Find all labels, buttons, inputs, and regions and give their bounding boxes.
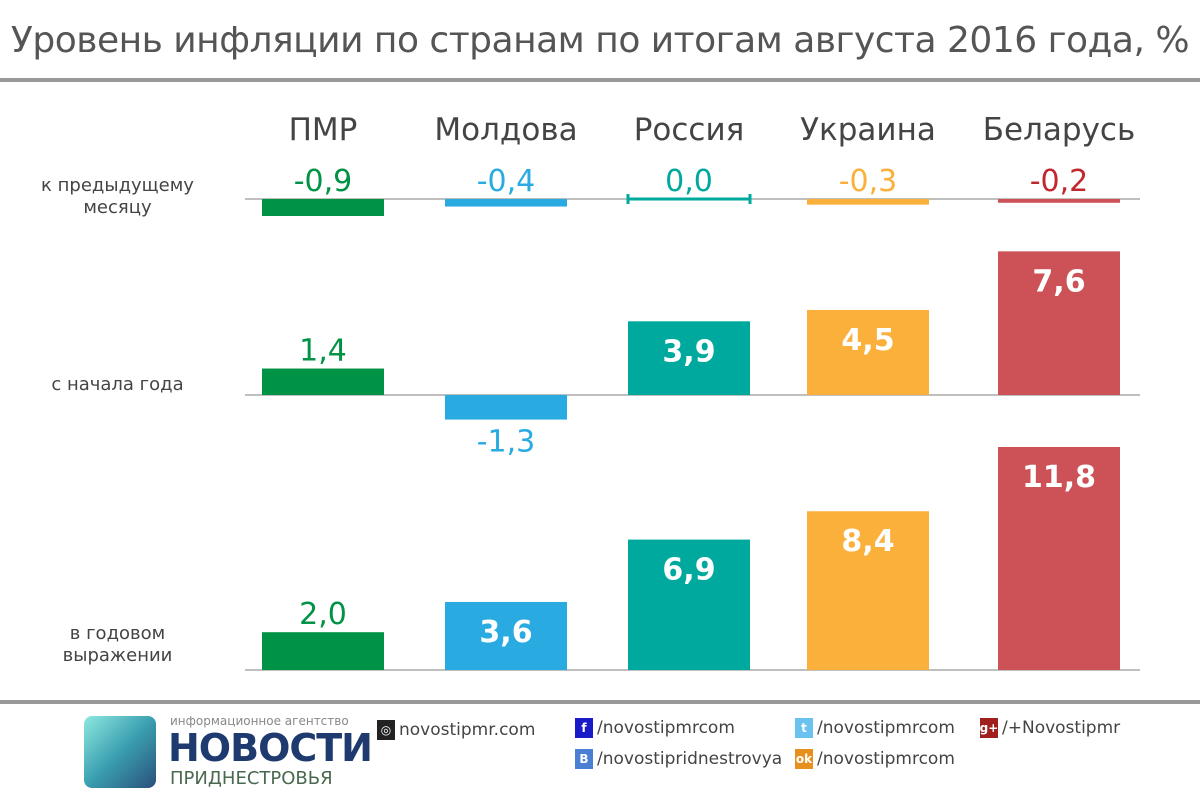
data-label: -0,3 xyxy=(839,164,898,199)
country-label: Беларусь xyxy=(982,112,1136,148)
vk-link[interactable]: B/novostipridnestrovya xyxy=(575,749,782,769)
row-label-line: к предыдущему xyxy=(41,175,194,196)
row-label-monthly: к предыдущему месяцу xyxy=(30,175,205,219)
chart-title: Уровень инфляции по странам по итогам ав… xyxy=(10,20,1190,61)
data-label: -1,3 xyxy=(477,425,536,460)
odnoklassniki-icon: ok xyxy=(795,749,813,769)
data-label: 3,6 xyxy=(479,615,532,650)
row-label-line: месяцу xyxy=(83,197,152,218)
data-label: 1,4 xyxy=(299,334,347,369)
brand-subtitle: ПРИДНЕСТРОВЬЯ xyxy=(170,768,333,789)
bar xyxy=(445,601,567,670)
country-label: ПМР xyxy=(288,112,358,148)
bar xyxy=(445,395,567,420)
bar xyxy=(262,632,384,670)
bar xyxy=(807,309,929,395)
data-label: 2,0 xyxy=(299,597,347,632)
row-label-ytd: с начала года xyxy=(30,374,205,396)
row-label-annual: в годовом выражении xyxy=(30,623,205,667)
link-text: /novostipmrcom xyxy=(817,749,955,769)
top-divider xyxy=(0,78,1200,82)
bar xyxy=(998,446,1120,670)
row-label-line: в годовом xyxy=(69,623,166,644)
data-label: 4,5 xyxy=(841,323,894,358)
agency-label: информационное агентство xyxy=(170,714,349,728)
footer: информационное агентство НОВОСТИ ПРИДНЕС… xyxy=(0,712,1200,800)
globe-icon: ◎ xyxy=(377,720,395,740)
twitter-icon: t xyxy=(795,718,813,738)
facebook-icon: f xyxy=(575,718,593,738)
data-label: 8,4 xyxy=(841,524,894,559)
data-label: 11,8 xyxy=(1022,460,1096,495)
data-label: 0,0 xyxy=(665,164,713,199)
bar xyxy=(998,199,1120,203)
country-label: Молдова xyxy=(434,112,578,148)
bar xyxy=(262,368,384,395)
odnoklassniki-link[interactable]: ok/novostipmrcom xyxy=(795,749,955,769)
vk-icon: B xyxy=(575,749,593,769)
twitter-link[interactable]: t/novostipmrcom xyxy=(795,718,955,738)
link-text: /+Novostipmr xyxy=(1002,718,1121,738)
row-label-line: с начала года xyxy=(51,374,184,395)
bottom-divider xyxy=(0,700,1200,704)
bar xyxy=(262,199,384,217)
bar xyxy=(807,199,929,205)
logo-icon xyxy=(84,716,156,788)
bar xyxy=(628,321,750,395)
brand-name: НОВОСТИ xyxy=(168,726,373,770)
data-label: -0,4 xyxy=(477,164,536,199)
data-label: 3,9 xyxy=(662,334,715,369)
data-label: -0,2 xyxy=(1030,164,1089,199)
data-label: 7,6 xyxy=(1032,264,1085,299)
country-label: Украина xyxy=(800,112,936,148)
website-link[interactable]: ◎ novostipmr.com xyxy=(377,720,535,740)
googleplus-link[interactable]: g+/+Novostipmr xyxy=(980,718,1120,738)
link-text: /novostipmrcom xyxy=(597,718,735,738)
row-label-line: выражении xyxy=(62,645,173,666)
bar xyxy=(998,251,1120,395)
bar xyxy=(628,539,750,670)
data-label: 6,9 xyxy=(662,553,715,588)
data-label: -0,9 xyxy=(294,164,353,199)
country-label: Россия xyxy=(633,112,745,148)
link-text: /novostipmrcom xyxy=(817,718,955,738)
link-text: novostipmr.com xyxy=(399,720,536,740)
bar xyxy=(445,199,567,207)
link-text: /novostipridnestrovya xyxy=(597,749,783,769)
facebook-link[interactable]: f/novostipmrcom xyxy=(575,718,735,738)
bar xyxy=(807,511,929,670)
googleplus-icon: g+ xyxy=(980,718,998,738)
